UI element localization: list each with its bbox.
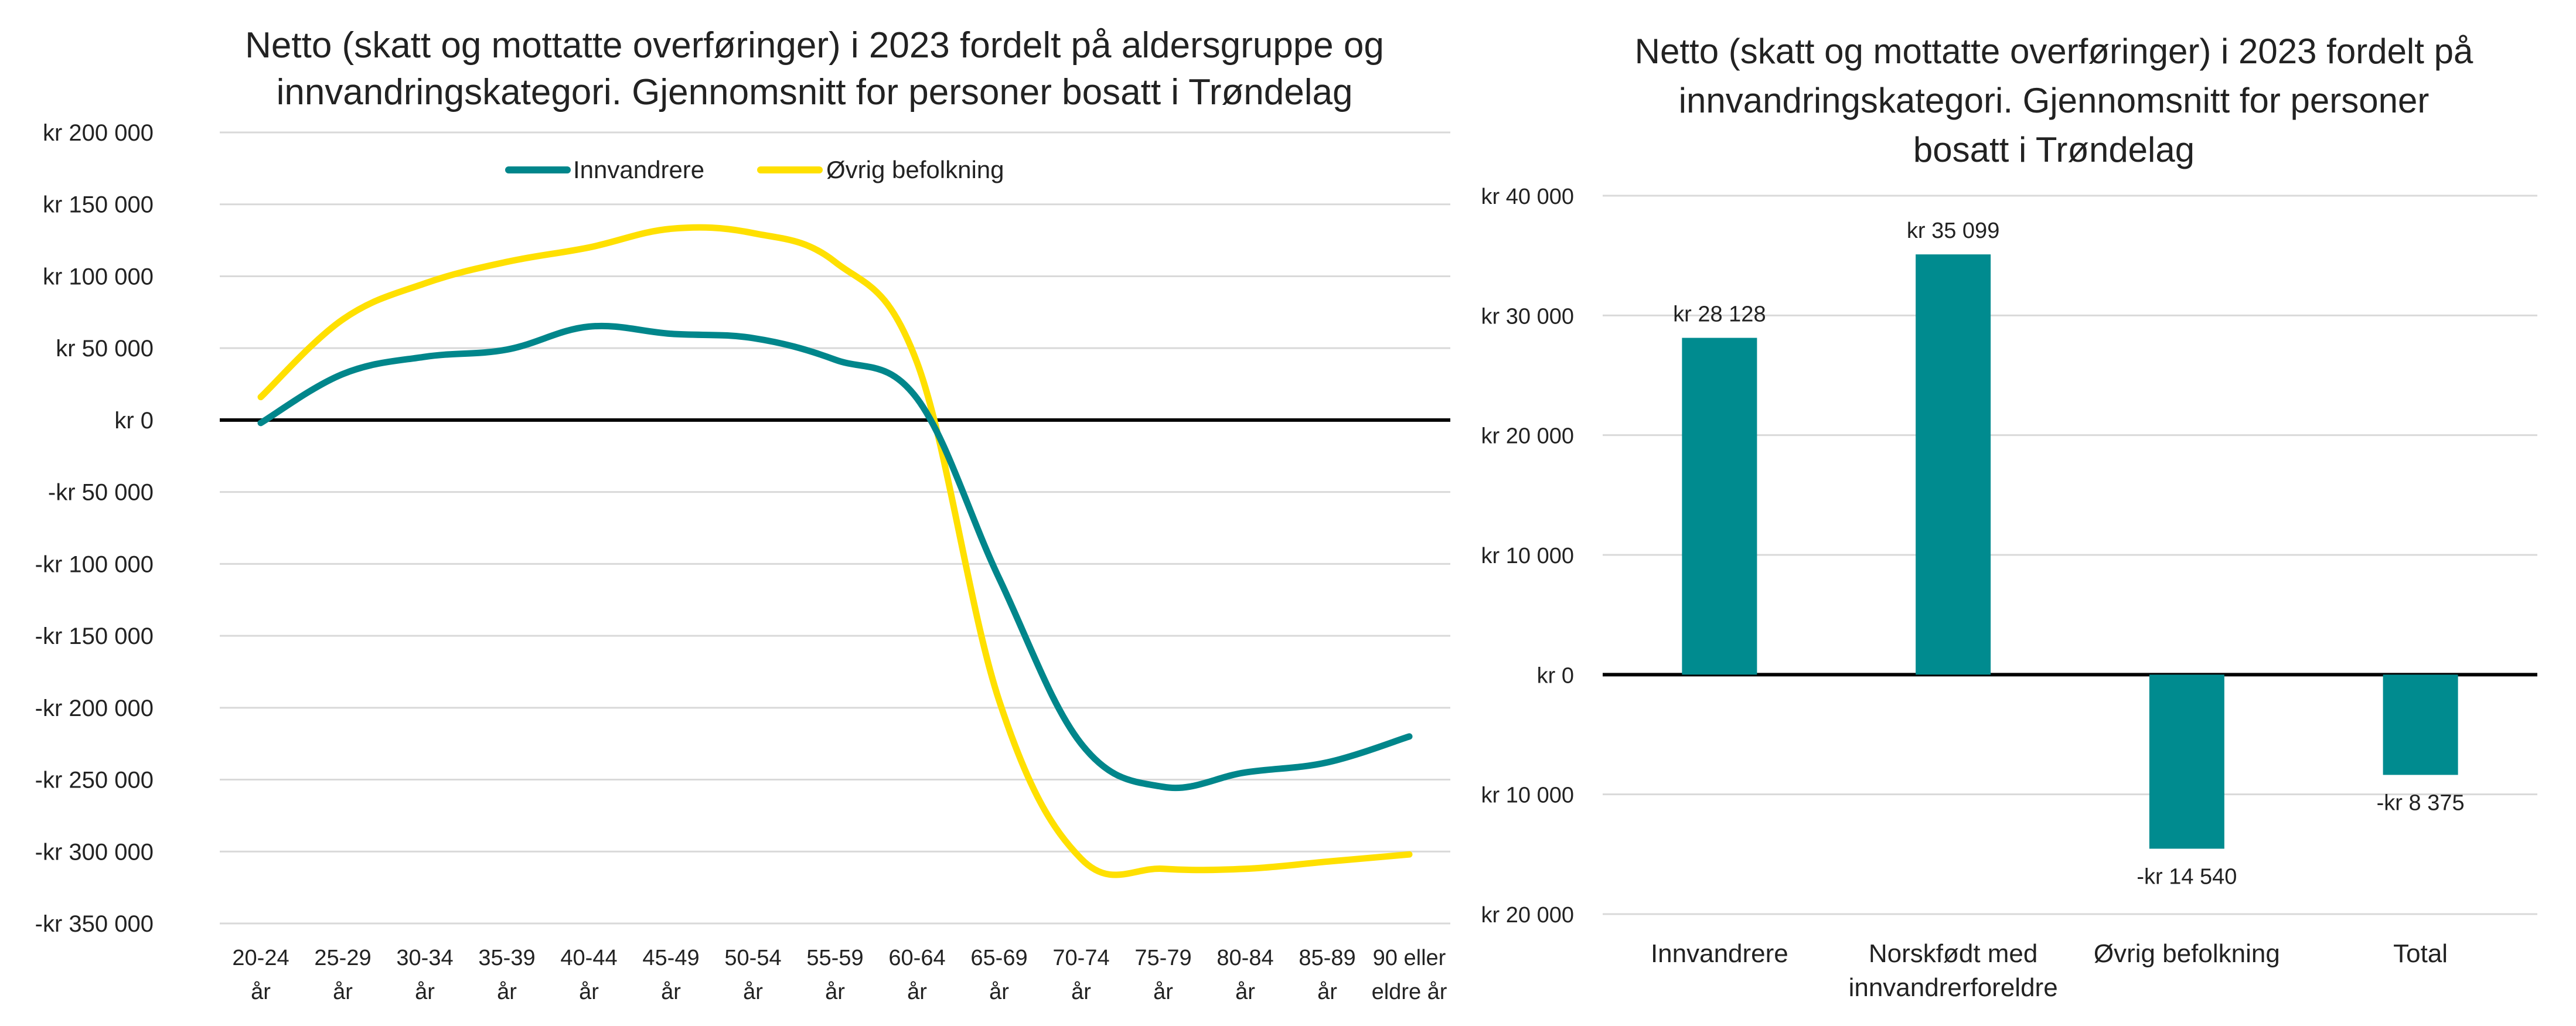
bar-chart-title-line-3: bosatt i Trøndelag <box>1913 130 2195 169</box>
x-tick-label: Innvandrere <box>1651 939 1788 968</box>
y-tick-label: kr 200 000 <box>43 120 154 146</box>
x-tick-label: 55-59 <box>806 946 863 970</box>
x-tick-label: år <box>1071 980 1091 1004</box>
x-tick-label: 20-24 <box>232 946 289 970</box>
y-tick-label: kr 10 000 <box>1481 544 1574 568</box>
x-tick-label: år <box>743 980 763 1004</box>
y-tick-label: kr 0 <box>114 408 154 434</box>
x-tick-label: år <box>579 980 599 1004</box>
x-tick-label: år <box>1153 980 1173 1004</box>
bar-chart-y-axis: kr 40 000 kr 30 000 kr 20 000 kr 10 000 kr 0… <box>1481 185 1574 928</box>
data-label: kr 28 128 <box>1673 302 1766 327</box>
x-tick-label: år <box>825 980 845 1004</box>
line-chart-y-axis: kr 200 000 kr 150 000 kr 100 000 kr 50 000 k… <box>35 120 154 937</box>
x-tick-label: år <box>907 980 927 1004</box>
x-tick-label: eldre år <box>1372 980 1447 1004</box>
x-tick-label: 25-29 <box>314 946 371 970</box>
x-tick-label: år <box>251 980 271 1004</box>
y-tick-label: kr 20 000 <box>1481 903 1574 928</box>
y-tick-label: kr 50 000 <box>56 336 154 362</box>
data-label: -kr 14 540 <box>2137 864 2237 889</box>
x-tick-label: 45-49 <box>642 946 699 970</box>
bar-chart-gridlines <box>1603 195 2537 915</box>
y-tick-label: -kr 150 000 <box>35 623 154 649</box>
series-line-vrig-befolkning <box>257 224 1413 878</box>
x-tick-label: 90 eller <box>1373 946 1446 970</box>
line-chart-title-line-2: innvandringskategori. Gjennomsnitt for p… <box>277 72 1353 113</box>
y-tick-label: kr 40 000 <box>1481 185 1574 209</box>
y-tick-label: kr 10 000 <box>1481 783 1574 808</box>
bar-chart: Netto (skatt og mottatte overføringer) i… <box>1481 32 2537 1002</box>
x-tick-label: 70-74 <box>1052 946 1109 970</box>
x-tick-label: år <box>661 980 681 1004</box>
y-tick-label: kr 0 <box>1537 663 1574 688</box>
data-label: kr 35 099 <box>1907 219 1999 243</box>
bar-vrig-befolkning <box>2149 674 2224 849</box>
legend-label-ovrig-befolkning: Øvrig befolkning <box>826 156 1004 183</box>
y-tick-label: -kr 300 000 <box>35 839 154 865</box>
x-tick-label: 60-64 <box>888 946 945 970</box>
x-tick-label: innvandrerforeldre <box>1849 973 2058 1002</box>
y-tick-label: kr 150 000 <box>43 192 154 218</box>
x-tick-label: år <box>1235 980 1255 1004</box>
y-tick-label: kr 100 000 <box>43 264 154 289</box>
x-tick-label: Norskfødt med <box>1869 939 2038 968</box>
x-tick-label: år <box>497 980 517 1004</box>
x-tick-label: Total <box>2393 939 2448 968</box>
x-tick-label: 65-69 <box>970 946 1027 970</box>
data-label: -kr 8 375 <box>2377 790 2465 815</box>
line-chart: Netto (skatt og mottatte overføringer) i… <box>35 25 1450 1004</box>
series-line-innvandrere <box>257 322 1413 792</box>
y-tick-label: kr 30 000 <box>1481 304 1574 329</box>
bar-chart-title-line-2: innvandringskategori. Gjennomsnitt for p… <box>1679 81 2430 120</box>
bar-chart-bars: kr 28 128 kr 35 099 -kr 14 540 -kr 8 375 <box>1673 219 2464 889</box>
bar-innvandrere <box>1682 338 1757 675</box>
line-chart-gridlines <box>220 131 1450 925</box>
x-tick-label: Øvrig befolkning <box>2094 939 2280 968</box>
y-tick-label: -kr 350 000 <box>35 911 154 937</box>
x-tick-label: 75-79 <box>1134 946 1191 970</box>
x-tick-label: 80-84 <box>1217 946 1273 970</box>
x-tick-label: 40-44 <box>560 946 617 970</box>
x-tick-label: år <box>333 980 353 1004</box>
y-tick-label: kr 20 000 <box>1481 424 1574 449</box>
bar-chart-title-line-1: Netto (skatt og mottatte overføringer) i… <box>1635 32 2473 71</box>
y-tick-label: -kr 50 000 <box>48 480 154 506</box>
y-tick-label: -kr 200 000 <box>35 696 154 721</box>
x-tick-label: år <box>415 980 435 1004</box>
x-tick-label: 30-34 <box>396 946 453 970</box>
y-tick-label: -kr 250 000 <box>35 768 154 793</box>
line-chart-legend: Innvandrere Øvrig befolkning <box>505 156 1004 183</box>
x-tick-label: 35-39 <box>478 946 535 970</box>
y-tick-label: -kr 100 000 <box>35 551 154 577</box>
bar-total <box>2383 674 2458 775</box>
line-chart-title-line-1: Netto (skatt og mottatte overføringer) i… <box>245 25 1384 66</box>
legend-label-innvandrere: Innvandrere <box>573 156 704 183</box>
line-chart-series <box>257 224 1413 878</box>
line-chart-x-axis: 20-24 år 25-29 år 30-34 år 35-39 år 40-44 år 45-49… <box>232 946 1447 1004</box>
bar-chart-x-axis: Innvandrere Norskfødt med innvandrerforeld… <box>1651 939 2448 1002</box>
x-tick-label: 50-54 <box>724 946 781 970</box>
x-tick-label: år <box>1317 980 1337 1004</box>
x-tick-label: 85-89 <box>1299 946 1355 970</box>
x-tick-label: år <box>989 980 1009 1004</box>
bar-norskf-dt-med-innvandrerforeldre <box>1916 254 1991 675</box>
